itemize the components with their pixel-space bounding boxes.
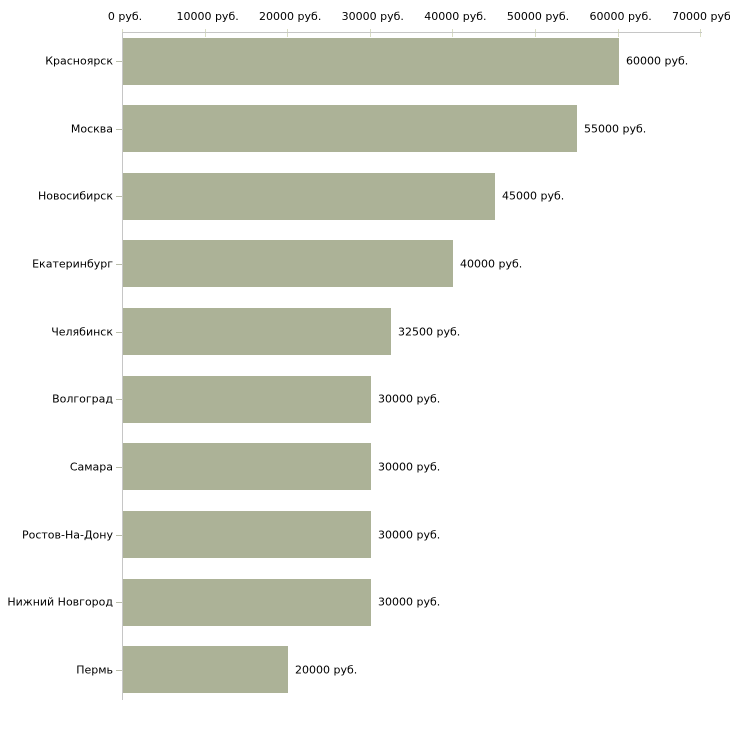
category-label: Ростов-На-Дону [21, 528, 113, 542]
x-tick-label: 50000 руб. [506, 10, 570, 23]
bar [123, 37, 619, 85]
category-label: Екатеринбург [32, 257, 113, 271]
value-label: 45000 руб. [502, 189, 565, 203]
value-label: 60000 руб. [626, 54, 689, 68]
x-tick-label: 20000 руб. [259, 10, 322, 23]
category-label: Волгоград [52, 392, 113, 406]
y-tick-mark [116, 535, 122, 536]
bar [123, 172, 495, 220]
value-label: 30000 руб. [378, 528, 441, 542]
y-tick-mark [116, 602, 122, 603]
bar [123, 646, 288, 694]
value-label: 40000 руб. [460, 257, 523, 271]
x-tick-label: 10000 руб. [176, 10, 239, 23]
x-tick-label: 0 руб. [107, 10, 143, 23]
y-tick-mark [116, 670, 122, 671]
y-tick-mark [116, 332, 122, 333]
category-label: Москва [70, 122, 113, 136]
category-label: Новосибирск [37, 189, 113, 203]
y-axis-line [122, 32, 123, 700]
value-label: 32500 руб. [398, 325, 461, 339]
bar [123, 308, 391, 356]
bar [123, 105, 577, 153]
category-label: Челябинск [51, 325, 113, 339]
category-label: Нижний Новгород [7, 595, 113, 609]
value-label: 30000 руб. [378, 595, 441, 609]
bar [123, 443, 371, 491]
bar [123, 240, 453, 288]
bar [123, 578, 371, 626]
value-label: 55000 руб. [584, 122, 647, 136]
y-tick-mark [116, 61, 122, 62]
y-tick-mark [116, 264, 122, 265]
x-tick-mark [287, 29, 289, 37]
x-tick-label: 30000 руб. [341, 10, 404, 23]
x-tick-mark [204, 29, 206, 37]
x-tick-mark [369, 29, 371, 37]
y-tick-mark [116, 196, 122, 197]
bar [123, 511, 371, 559]
x-tick-label: 60000 руб. [589, 10, 652, 23]
x-tick-label: 70000 руб. [672, 10, 730, 23]
value-label: 20000 руб. [295, 663, 358, 677]
y-tick-mark [116, 129, 122, 130]
x-tick-mark [617, 29, 619, 37]
value-label: 30000 руб. [378, 460, 441, 474]
x-tick-label: 40000 руб. [424, 10, 487, 23]
category-label: Самара [69, 460, 113, 474]
category-label: Пермь [76, 663, 113, 677]
x-tick-mark [700, 29, 702, 37]
x-tick-mark [452, 29, 454, 37]
x-tick-mark [535, 29, 536, 37]
category-label: Красноярск [45, 54, 113, 68]
value-label: 30000 руб. [378, 392, 441, 406]
y-tick-mark [116, 399, 122, 400]
y-tick-mark [116, 467, 122, 468]
bar [123, 375, 371, 423]
x-axis-line [122, 32, 702, 33]
